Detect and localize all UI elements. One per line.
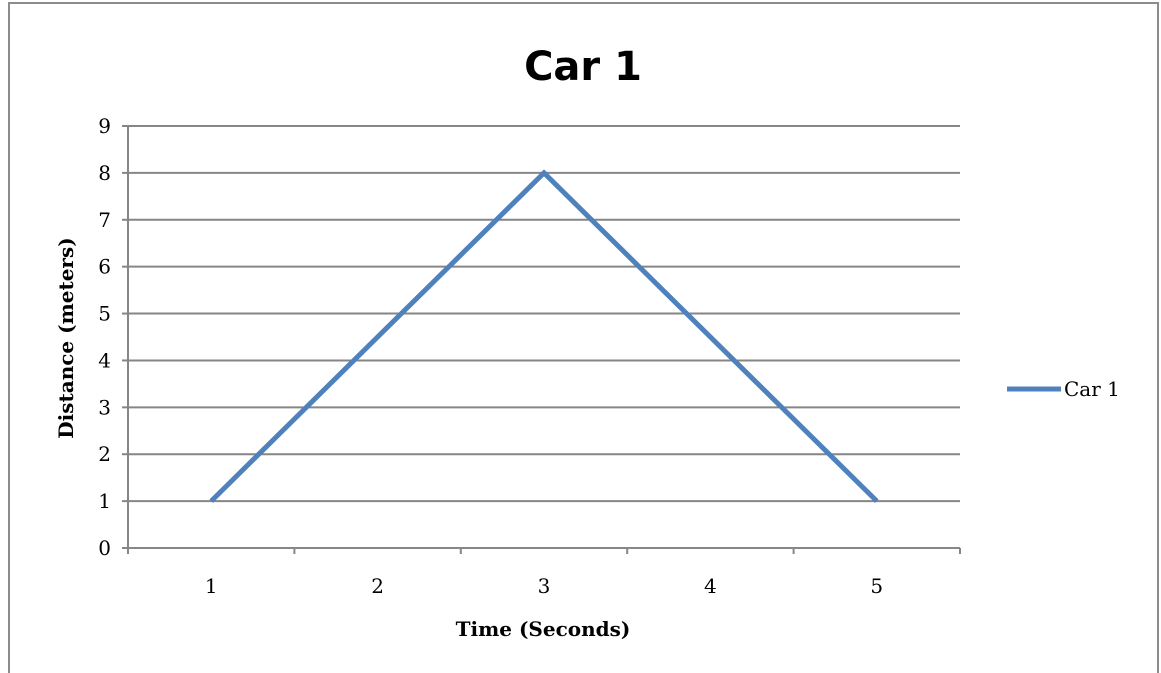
series-line-car-1 bbox=[209, 169, 879, 503]
x-tick-label: 5 bbox=[870, 574, 883, 598]
y-tick-label: 3 bbox=[98, 395, 111, 419]
x-tick-label: 1 bbox=[205, 574, 218, 598]
x-tick-label: 2 bbox=[371, 574, 384, 598]
chart-title: Car 1 bbox=[524, 44, 642, 90]
x-axis-title: Time (Seconds) bbox=[456, 617, 631, 641]
y-tick-label: 7 bbox=[98, 208, 111, 232]
legend-label: Car 1 bbox=[1064, 377, 1120, 401]
y-tick-label: 5 bbox=[98, 302, 111, 326]
y-tick-label: 1 bbox=[98, 489, 111, 513]
legend: Car 1 bbox=[1007, 377, 1120, 401]
y-tick-label: 6 bbox=[98, 255, 111, 279]
grid-lines bbox=[128, 125, 960, 503]
y-tick-label: 2 bbox=[98, 442, 111, 466]
y-tick-label: 4 bbox=[98, 348, 111, 372]
axes: 0 1 2 3 4 5 6 7 8 9 1 2 3 4 5 bbox=[98, 114, 961, 598]
y-tick-label: 0 bbox=[98, 536, 111, 560]
series-layer bbox=[209, 169, 879, 503]
chart-frame bbox=[8, 2, 1159, 673]
y-tick-label: 9 bbox=[98, 114, 111, 138]
y-tick-label: 8 bbox=[98, 161, 111, 185]
x-tick-label: 3 bbox=[538, 574, 551, 598]
y-axis-title: Distance (meters) bbox=[54, 237, 78, 438]
x-tick-label: 4 bbox=[704, 574, 717, 598]
